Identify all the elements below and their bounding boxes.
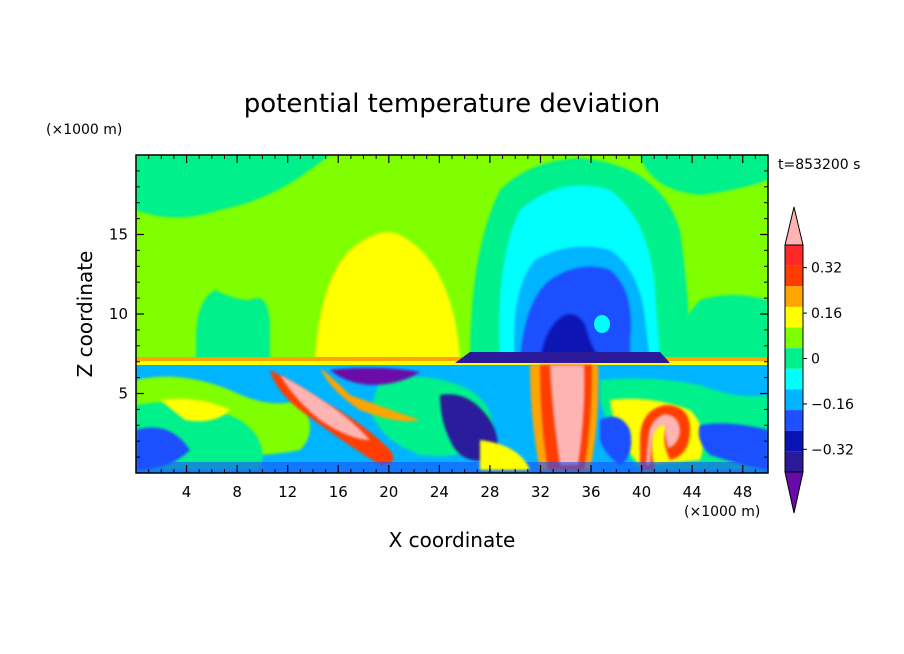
x-tick-label: 24 <box>430 483 449 501</box>
colorbar-label: −0.32 <box>811 442 854 458</box>
field-warm-hook <box>640 405 690 470</box>
field-cold-swirl-3 <box>330 367 420 385</box>
y-axis-label: Z coordinate <box>73 251 97 378</box>
colorbar-swatch <box>785 306 803 328</box>
x-tick-label: 16 <box>329 483 348 501</box>
colorbar-swatch <box>785 348 803 369</box>
colorbar-swatch <box>785 410 803 431</box>
field-cold-swirl-1 <box>600 416 632 465</box>
colorbar-label: −0.16 <box>811 397 854 413</box>
colorbar-top-arrow <box>784 206 804 246</box>
colorbar-label: 0 <box>811 352 820 368</box>
x-axis-label: X coordinate <box>389 528 516 552</box>
field-warm-plume-pink <box>550 365 585 465</box>
x-tick-label: 12 <box>278 483 297 501</box>
y-tick-label: 15 <box>109 226 128 244</box>
field-cold-dome-hole <box>594 315 610 333</box>
y-unit-label: (×1000 m) <box>46 122 122 138</box>
colorbar-swatch <box>785 265 803 287</box>
field-zone-upper-left <box>136 155 330 218</box>
field-inversion-dark <box>455 352 670 363</box>
field-zone-upper-right-2 <box>670 295 768 360</box>
field-inversion-band <box>136 357 768 363</box>
field-lower-yellow <box>160 398 230 422</box>
y-tick-label: 10 <box>109 305 128 323</box>
field-warm-slant-pink <box>280 375 370 440</box>
x-axis: 4 8 12 16 20 24 28 32 36 40 44 48 <box>148 155 756 501</box>
x-tick-label: 44 <box>683 483 702 501</box>
x-tick-label: 36 <box>581 483 600 501</box>
colorbar-swatch <box>785 327 803 349</box>
x-tick-label: 32 <box>531 483 550 501</box>
x-tick-label: 20 <box>379 483 398 501</box>
x-tick-label: 8 <box>232 483 242 501</box>
colorbar-swatch <box>785 451 803 472</box>
field-lower-blue-left <box>136 427 190 470</box>
colorbar-swatch <box>785 430 803 452</box>
field-inversion-band-2 <box>136 361 768 365</box>
x-tick-label: 48 <box>733 483 752 501</box>
colorbar-label: 0.16 <box>811 306 842 322</box>
colorbar-swatch <box>785 368 803 390</box>
field-lower-bottom-blue <box>136 462 768 473</box>
field-lower-yellow-2 <box>480 440 530 470</box>
field-zone-upper-right <box>640 155 768 195</box>
y-tick-label: 5 <box>118 385 128 403</box>
field-cold-swirl-2 <box>698 423 768 470</box>
x-tick-label: 40 <box>632 483 651 501</box>
x-unit-label: (×1000 m) <box>684 504 760 520</box>
colorbar-swatch <box>785 286 803 307</box>
field-warm-slant-2 <box>320 368 420 422</box>
x-tick-label: 28 <box>480 483 499 501</box>
field-zone-upper-left-2 <box>196 290 270 360</box>
field-cold-dome-navy <box>540 314 600 360</box>
chart-title: potential temperature deviation <box>244 89 660 119</box>
colorbar-swatch <box>785 389 803 411</box>
colorbar-label: 0.32 <box>811 261 842 277</box>
colorbar: 0.32 0.16 0 −0.16 −0.32 <box>784 206 854 514</box>
x-tick-label: 4 <box>182 483 192 501</box>
plot-area <box>136 155 768 473</box>
colorbar-swatch <box>785 245 803 266</box>
field-warm-hook-pink <box>646 414 680 465</box>
time-label: t=853200 s <box>778 157 860 173</box>
colorbar-bottom-arrow <box>784 471 804 514</box>
y-axis: 5 10 15 <box>109 170 768 458</box>
field-warm-dome <box>315 232 460 360</box>
